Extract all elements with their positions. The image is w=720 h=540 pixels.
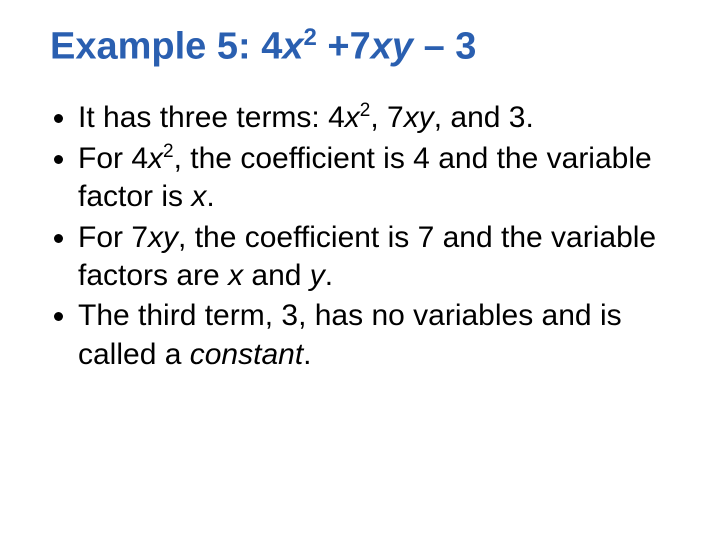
var: xy [404, 101, 434, 134]
text: and [243, 259, 310, 292]
emph: constant [190, 338, 303, 371]
slide-title: Example 5: 4x2 +7xy – 3 [50, 24, 684, 69]
bullet-list: It has three terms: 4x2, 7xy, and 3. For… [50, 99, 684, 374]
list-item: It has three terms: 4x2, 7xy, and 3. [78, 99, 684, 137]
text: . [303, 338, 311, 371]
sup: 2 [360, 100, 371, 121]
list-item: For 4x2, the coefficient is 4 and the va… [78, 140, 684, 217]
list-item: For 7xy, the coefficient is 7 and the va… [78, 219, 684, 296]
var: x [191, 180, 206, 213]
title-prefix: Example 5: [50, 26, 261, 68]
list-item: The third term, 3, has no variables and … [78, 297, 684, 374]
text: . [325, 259, 333, 292]
title-var1: x [282, 26, 303, 68]
var: x [228, 259, 243, 292]
text: , and 3. [434, 101, 534, 134]
title-coef1: 4 [261, 26, 282, 68]
text: . [206, 180, 214, 213]
title-sup1: 2 [304, 24, 317, 51]
var: y [310, 259, 325, 292]
var: x [148, 142, 163, 175]
title-coef2: 7 [350, 26, 371, 68]
sup: 2 [163, 141, 174, 162]
var: xy [148, 221, 178, 254]
title-tail: – 3 [413, 26, 476, 68]
text: It has three terms: 4 [78, 101, 345, 134]
text: , 7 [370, 101, 403, 134]
text: For 7 [78, 221, 148, 254]
slide: Example 5: 4x2 +7xy – 3 It has three ter… [0, 0, 720, 540]
text: The third term, 3, has no variables and … [78, 299, 622, 370]
var: x [345, 101, 360, 134]
title-var2: xy [371, 26, 413, 68]
title-plus: + [317, 26, 350, 68]
text: For 4 [78, 142, 148, 175]
